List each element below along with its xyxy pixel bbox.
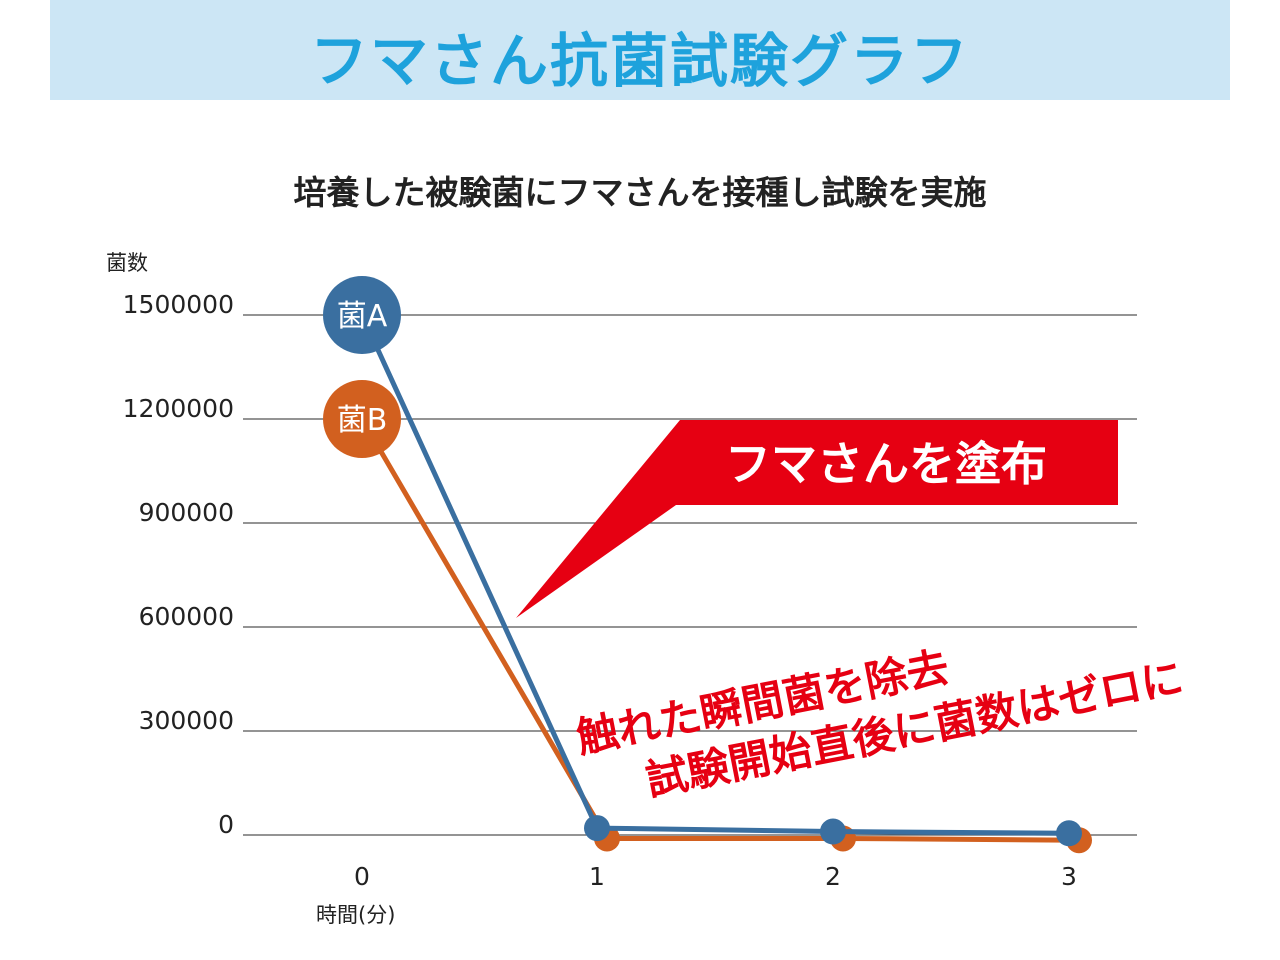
- data-point: [584, 815, 610, 842]
- y-tick-label: 1200000: [123, 394, 234, 423]
- y-ticks: 0 300000 600000 900000 1200000 1500000: [123, 290, 234, 839]
- x-tick-label: 2: [825, 862, 841, 891]
- y-axis-label: 菌数: [106, 251, 148, 275]
- title-banner: フマさん抗菌試験グラフ: [50, 0, 1230, 100]
- x-tick-label: 0: [354, 862, 370, 891]
- y-tick-label: 0: [218, 810, 234, 839]
- data-point: [1056, 820, 1082, 847]
- series-label: 菌A: [337, 299, 388, 334]
- callout-box: [516, 420, 1118, 618]
- callout-text: フマさんを塗布: [725, 437, 1047, 491]
- series-a: 菌A: [323, 276, 1082, 847]
- y-tick-label: 1500000: [123, 290, 234, 319]
- series-label-badge: [323, 380, 401, 458]
- series-label-badge: [323, 276, 401, 354]
- x-tick-label: 3: [1061, 862, 1077, 891]
- page-title: フマさん抗菌試験グラフ: [309, 27, 970, 95]
- data-point: [820, 818, 846, 845]
- chart-subtitle: 培養した被験菌にフマさんを接種し試験を実施: [293, 173, 987, 212]
- series-line: [359, 313, 1070, 836]
- x-tick-label: 1: [589, 862, 605, 891]
- y-tick-label: 900000: [139, 498, 234, 527]
- y-tick-label: 300000: [139, 706, 234, 735]
- x-ticks: 0 1 2 3: [354, 862, 1077, 891]
- x-axis-label: 時間(分): [316, 903, 395, 927]
- series-group: 菌B 菌A: [323, 276, 1092, 854]
- result-annotation: 触れた瞬間菌を除去 試験開始直後に菌数はゼロに: [572, 642, 1187, 805]
- y-tick-label: 600000: [139, 602, 234, 631]
- series-label: 菌B: [337, 403, 388, 438]
- series-line: [359, 417, 1080, 843]
